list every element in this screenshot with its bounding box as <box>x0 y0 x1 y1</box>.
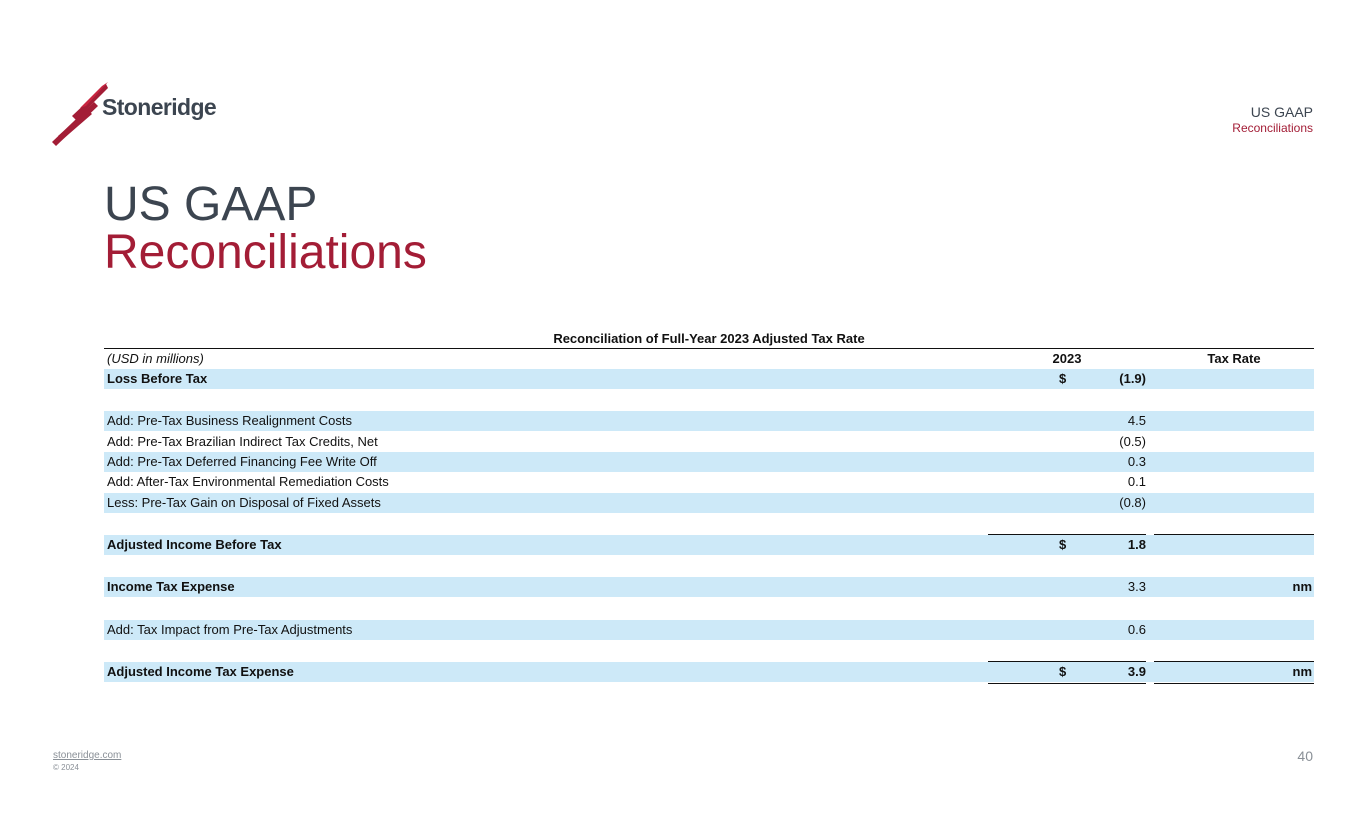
section-header-line1: US GAAP <box>1250 104 1313 120</box>
table-spacer <box>104 389 1314 411</box>
row-label: Adjusted Income Tax Expense <box>107 663 294 679</box>
total-rule <box>1154 682 1314 684</box>
row-amount: (1.9) <box>1119 371 1146 386</box>
table-row-business-realignment: Add: Pre-Tax Business Realignment Costs … <box>104 411 1314 432</box>
row-dollar-sign: $ <box>1059 371 1067 386</box>
page-title: US GAAP Reconciliations <box>104 181 427 277</box>
row-label: Add: Pre-Tax Brazilian Indirect Tax Cred… <box>107 433 378 449</box>
row-amount: 4.5 <box>1127 413 1146 429</box>
table-row-brazilian-tax-credits: Add: Pre-Tax Brazilian Indirect Tax Cred… <box>104 432 1314 452</box>
table-row-adjusted-income-before-tax: Adjusted Income Before Tax $ 1.8 <box>104 534 1314 556</box>
row-amount: (0.8) <box>1119 494 1146 510</box>
row-label: Add: Tax Impact from Pre-Tax Adjustments <box>107 621 353 637</box>
column-header-2023: 2023 <box>988 349 1146 370</box>
logo-wordmark: Stoneridge <box>102 94 217 120</box>
table-title: Reconciliation of Full-Year 2023 Adjuste… <box>553 331 865 346</box>
units-label: (USD in millions) <box>107 351 204 366</box>
row-label: Loss Before Tax <box>107 371 208 386</box>
section-header-line2: Reconciliations <box>1232 121 1313 135</box>
row-amount: 3.3 <box>1127 579 1146 595</box>
table-row-gain-on-disposal: Less: Pre-Tax Gain on Disposal of Fixed … <box>104 492 1314 513</box>
page-number: 40 <box>1297 748 1313 764</box>
row-tax-rate: nm <box>1292 579 1313 595</box>
reconciliation-table: Reconciliation of Full-Year 2023 Adjuste… <box>104 330 1314 684</box>
subtotal-rule <box>1154 660 1314 662</box>
table-spacer <box>104 640 1314 662</box>
row-label: Add: Pre-Tax Business Realignment Costs <box>107 413 352 429</box>
table-row-deferred-financing-fee: Add: Pre-Tax Deferred Financing Fee Writ… <box>104 452 1314 473</box>
row-amount: 0.6 <box>1127 621 1146 637</box>
row-amount: 0.1 <box>1127 474 1146 490</box>
stoneridge-s-mark-icon <box>52 82 108 146</box>
subtotal-rule <box>1154 534 1314 536</box>
footer: stoneridge.com © 2024 <box>53 749 121 773</box>
table-row-loss-before-tax: Loss Before Tax $ (1.9) <box>104 369 1314 389</box>
row-label: Add: After-Tax Environmental Remediation… <box>107 474 389 490</box>
table-spacer <box>104 598 1314 620</box>
copyright-text: © 2024 <box>53 763 79 772</box>
row-dollar-sign: $ <box>1059 537 1067 553</box>
row-label: Add: Pre-Tax Deferred Financing Fee Writ… <box>107 454 377 470</box>
row-amount: 0.3 <box>1127 454 1146 470</box>
subtotal-rule <box>988 534 1146 536</box>
stoneridge-logo[interactable]: Stoneridge <box>50 80 217 148</box>
section-header: US GAAP Reconciliations <box>1232 104 1313 136</box>
row-label: Income Tax Expense <box>107 579 235 595</box>
table-spacer <box>104 513 1314 535</box>
row-dollar-sign: $ <box>1059 663 1067 679</box>
table-row-tax-impact-adjustments: Add: Tax Impact from Pre-Tax Adjustments… <box>104 619 1314 640</box>
row-amount: 3.9 <box>1127 663 1146 679</box>
subtotal-rule <box>988 660 1146 662</box>
table-row-environmental-remediation: Add: After-Tax Environmental Remediation… <box>104 472 1314 492</box>
table-row-income-tax-expense: Income Tax Expense 3.3 nm <box>104 577 1314 598</box>
page-title-line1: US GAAP <box>104 178 318 231</box>
row-label: Adjusted Income Before Tax <box>107 537 282 553</box>
page-title-line2: Reconciliations <box>104 226 427 279</box>
column-header-tax-rate: Tax Rate <box>1154 349 1314 370</box>
row-amount: 1.8 <box>1127 537 1146 553</box>
row-amount: (0.5) <box>1119 433 1146 449</box>
row-tax-rate: nm <box>1292 663 1313 679</box>
row-label: Less: Pre-Tax Gain on Disposal of Fixed … <box>107 494 381 510</box>
table-header-row: (USD in millions) 2023 Tax Rate <box>104 348 1314 370</box>
total-rule <box>988 682 1146 684</box>
table-spacer <box>104 556 1314 578</box>
website-link[interactable]: stoneridge.com <box>53 750 122 761</box>
table-row-adjusted-income-tax-expense: Adjusted Income Tax Expense $ 3.9 nm <box>104 660 1314 684</box>
